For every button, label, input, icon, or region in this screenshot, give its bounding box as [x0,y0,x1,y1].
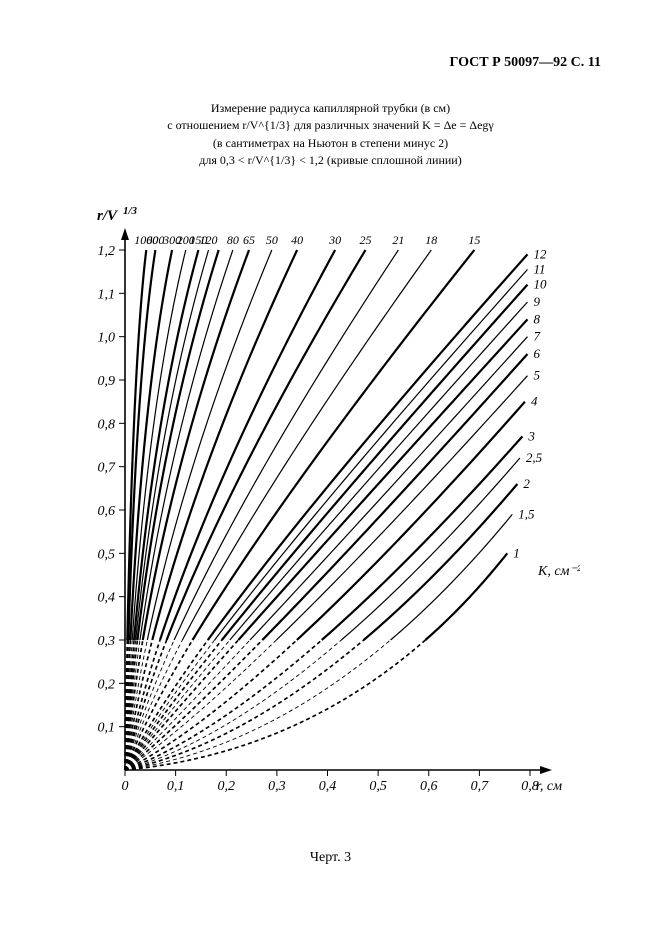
curve-label: 10 [533,277,547,292]
curve-label: 1 [513,545,520,560]
curve-label: 3 [527,428,535,443]
chart: 0 0,1 0,2 0,3 0,4 0,5 0,6 0,7 0,8 0,1 0,2 0,3 0,4 0,5… [80,190,580,830]
x-tick-label: 0,6 [420,779,438,794]
x-tick-label: 0,1 [167,779,185,794]
curve-label: 15 [468,233,480,247]
x-tick-label: 0,7 [471,779,490,794]
curve-label: 1,5 [518,506,535,521]
x-axis-arrow [540,766,552,774]
curve-solid [230,302,528,640]
chart-title-block: Измерение радиуса капиллярной трубки (в … [0,100,661,170]
curve-solid [193,250,475,640]
curve-solid [143,250,249,640]
curve-solid [136,250,209,640]
curve-solid [152,250,297,640]
curve-label: 5 [533,368,540,383]
y-tick-label: 0,6 [98,504,116,519]
curve-label: 8 [533,311,540,326]
curve-label: 25 [359,233,371,247]
y-axis-title: r/V [97,208,119,224]
x-tick-label: 0,4 [319,779,337,794]
curve-label: 7 [533,329,540,344]
doc-header: ГОСТ Р 50097—92 С. 11 [450,55,601,71]
x-tick-label: 0,3 [268,779,286,794]
curve-label: 11 [533,262,545,277]
curve-solid [276,376,527,640]
page: ГОСТ Р 50097—92 С. 11 Измерение радиуса … [0,0,661,936]
y-tick-label: 1,0 [98,331,116,346]
y-tick-label: 0,8 [98,417,116,432]
curve-label: 1000 [134,233,158,247]
y-tick-label: 0,9 [98,374,116,389]
curve-label: 6 [533,346,540,361]
curve-solid [174,250,398,640]
curve-solid [262,354,527,640]
curve-dashed [125,640,364,770]
curve-solid [341,458,520,640]
y-tick-label: 0,5 [98,547,116,562]
x-tick-label: 0,2 [218,779,236,794]
curve-label: 21 [392,233,404,247]
curve-label: 300 [162,233,181,247]
k-units-label: K, см⁻² [537,564,580,579]
y-tick-label: 0,7 [98,461,117,476]
curve-label: 50 [266,233,278,247]
title-line-1: Измерение радиуса капиллярной трубки (в … [0,100,661,117]
curve-label: 65 [243,233,255,247]
y-tick-label: 0,1 [98,721,116,736]
curve-dashed [125,640,238,770]
y-tick-label: 0,2 [98,677,116,692]
y-axis-arrow [121,228,129,240]
y-tick-label: 1,1 [98,287,116,302]
curve-label: 12 [533,246,547,261]
curve-label: 9 [533,294,540,309]
chart-svg: 0 0,1 0,2 0,3 0,4 0,5 0,6 0,7 0,8 0,1 0,2 0,3 0,4 0,5… [80,190,580,830]
x-tick-label: 0,5 [369,779,387,794]
curve-solid [182,250,431,640]
curve-solid [222,285,528,640]
curve-label: 2 [523,476,530,491]
title-line-4: для 0,3 < r/V^{1/3} < 1,2 (кривые сплошн… [0,152,661,169]
x-tick-label: 0 [122,779,129,794]
y-tick-label: 0,4 [98,591,116,606]
y-axis-title-sup: 1/3 [123,205,138,217]
curve-label: 4 [531,394,538,409]
title-line-2: с отношением r/V^{1/3} для различных зна… [0,117,661,134]
curve-label: 80 [227,233,239,247]
curve-solid [250,337,527,640]
x-axis-title: r, см [536,779,562,794]
curve-label: 40 [291,233,303,247]
y-tick-label: 0,3 [98,634,116,649]
y-tick-label: 1,2 [98,244,116,259]
curve-label: 2,5 [526,450,543,465]
curve-dashed [125,640,297,770]
title-line-3: (в сантиметрах на Ньютон в степени минус… [0,135,661,152]
figure-caption: Черт. 3 [0,850,661,866]
curve-label: 18 [425,233,437,247]
curve-label: 30 [328,233,341,247]
